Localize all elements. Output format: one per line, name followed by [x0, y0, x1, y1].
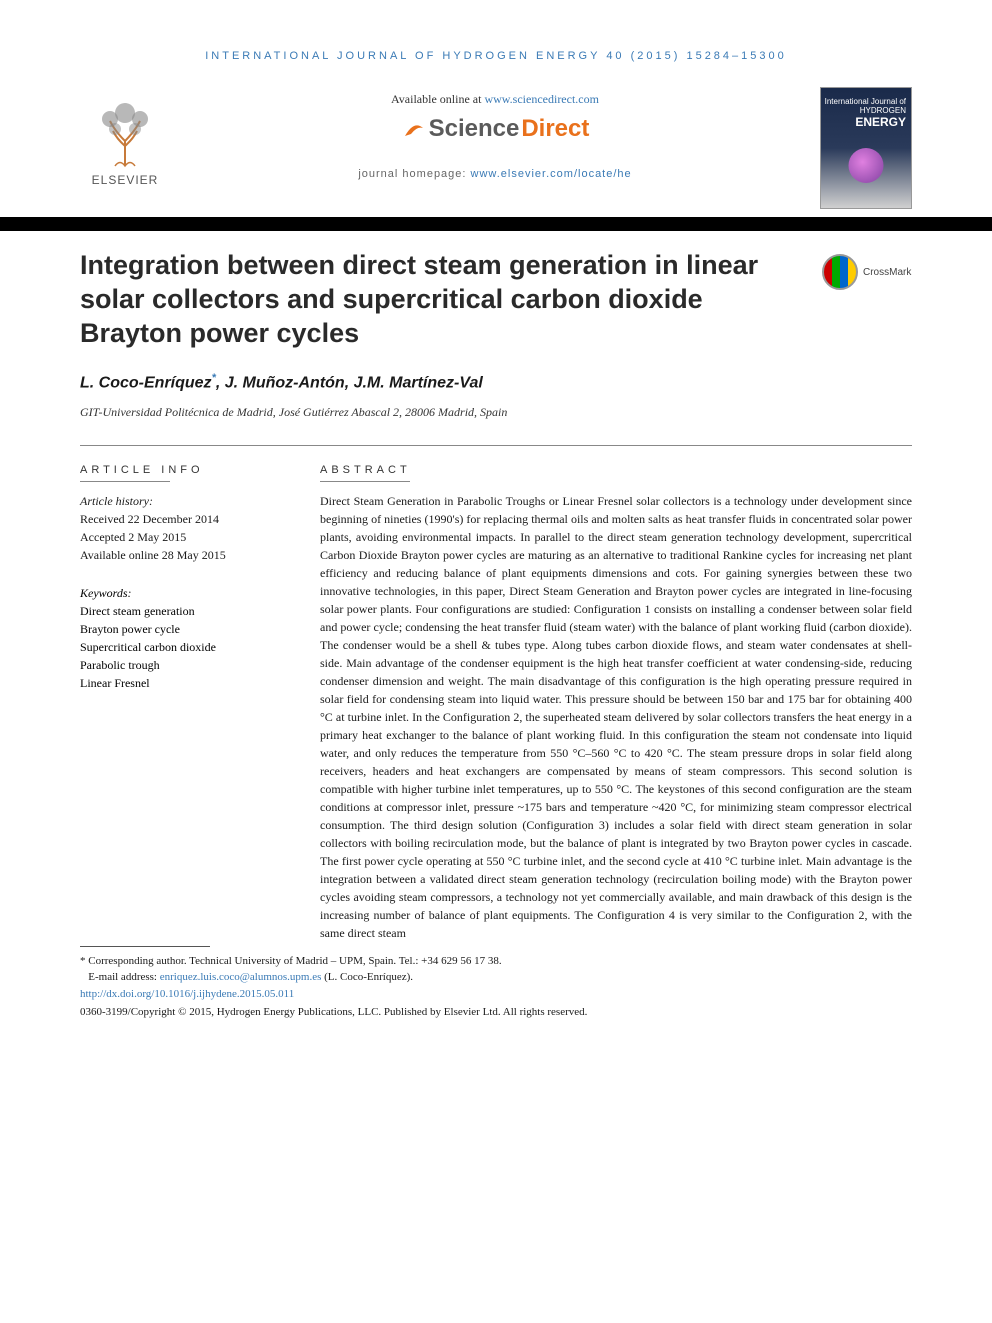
content-columns: ARTICLE INFO Article history: Received 2…	[80, 464, 912, 942]
keywords-block: Keywords: Direct steam generation Brayto…	[80, 584, 285, 692]
abstract-text: Direct Steam Generation in Parabolic Tro…	[320, 492, 912, 942]
footer: * Corresponding author. Technical Univer…	[80, 953, 912, 1021]
history-online: Available online 28 May 2015	[80, 546, 285, 564]
elsevier-label: ELSEVIER	[92, 173, 159, 187]
elsevier-tree-icon	[85, 101, 165, 171]
email-line: E-mail address: enriquez.luis.coco@alumn…	[80, 969, 912, 986]
keyword-item: Brayton power cycle	[80, 620, 285, 638]
crossmark-icon	[822, 254, 858, 290]
sciencedirect-logo[interactable]: ScienceDirect	[190, 115, 800, 143]
journal-cover-title: International Journal of HYDROGEN ENERGY	[825, 98, 906, 129]
footnote-rule	[80, 946, 210, 947]
affiliation: GIT-Universidad Politécnica de Madrid, J…	[80, 405, 912, 420]
sd-swoosh-icon	[401, 116, 427, 142]
keyword-item: Parabolic trough	[80, 656, 285, 674]
journal-cover-graphic-icon	[849, 148, 884, 183]
header-row: ELSEVIER Available online at www.science…	[80, 87, 912, 209]
doi-link[interactable]: http://dx.doi.org/10.1016/j.ijhydene.201…	[80, 988, 294, 1000]
sciencedirect-url[interactable]: www.sciencedirect.com	[484, 92, 599, 106]
crossmark-label: CrossMark	[863, 267, 911, 278]
keyword-item: Direct steam generation	[80, 602, 285, 620]
sd-logo-science: Science	[429, 115, 520, 143]
article-page: INTERNATIONAL JOURNAL OF HYDROGEN ENERGY…	[0, 0, 992, 1061]
label-rule	[320, 481, 410, 482]
journal-homepage-url[interactable]: www.elsevier.com/locate/he	[471, 168, 632, 180]
authors: L. Coco-Enríquez*, J. Muñoz-Antón, J.M. …	[80, 372, 912, 392]
header-center: Available online at www.sciencedirect.co…	[190, 87, 800, 180]
abstract-label: ABSTRACT	[320, 464, 912, 476]
email-link[interactable]: enriquez.luis.coco@alumnos.upm.es	[160, 971, 322, 983]
header-divider-bar	[0, 217, 992, 231]
running-head: INTERNATIONAL JOURNAL OF HYDROGEN ENERGY…	[80, 50, 912, 62]
keywords-label: Keywords:	[80, 584, 285, 602]
history-label: Article history:	[80, 492, 285, 510]
sd-logo-direct: Direct	[521, 115, 589, 143]
title-row: Integration between direct steam generat…	[80, 249, 912, 350]
crossmark-badge[interactable]: CrossMark	[822, 254, 912, 290]
journal-cover[interactable]: International Journal of HYDROGEN ENERGY	[820, 87, 912, 209]
label-rule	[80, 481, 170, 482]
available-online-text: Available online at www.sciencedirect.co…	[190, 92, 800, 107]
keyword-item: Linear Fresnel	[80, 674, 285, 692]
history-received: Received 22 December 2014	[80, 510, 285, 528]
keyword-item: Supercritical carbon dioxide	[80, 638, 285, 656]
article-title: Integration between direct steam generat…	[80, 249, 782, 350]
article-info-column: ARTICLE INFO Article history: Received 2…	[80, 464, 285, 942]
article-info-label: ARTICLE INFO	[80, 464, 285, 476]
history-accepted: Accepted 2 May 2015	[80, 528, 285, 546]
journal-homepage: journal homepage: www.elsevier.com/locat…	[190, 168, 800, 180]
elsevier-logo[interactable]: ELSEVIER	[80, 87, 170, 187]
section-divider	[80, 445, 912, 446]
corresponding-author: * Corresponding author. Technical Univer…	[80, 953, 912, 970]
article-history: Article history: Received 22 December 20…	[80, 492, 285, 564]
abstract-column: ABSTRACT Direct Steam Generation in Para…	[320, 464, 912, 942]
copyright: 0360-3199/Copyright © 2015, Hydrogen Ene…	[80, 1004, 912, 1021]
